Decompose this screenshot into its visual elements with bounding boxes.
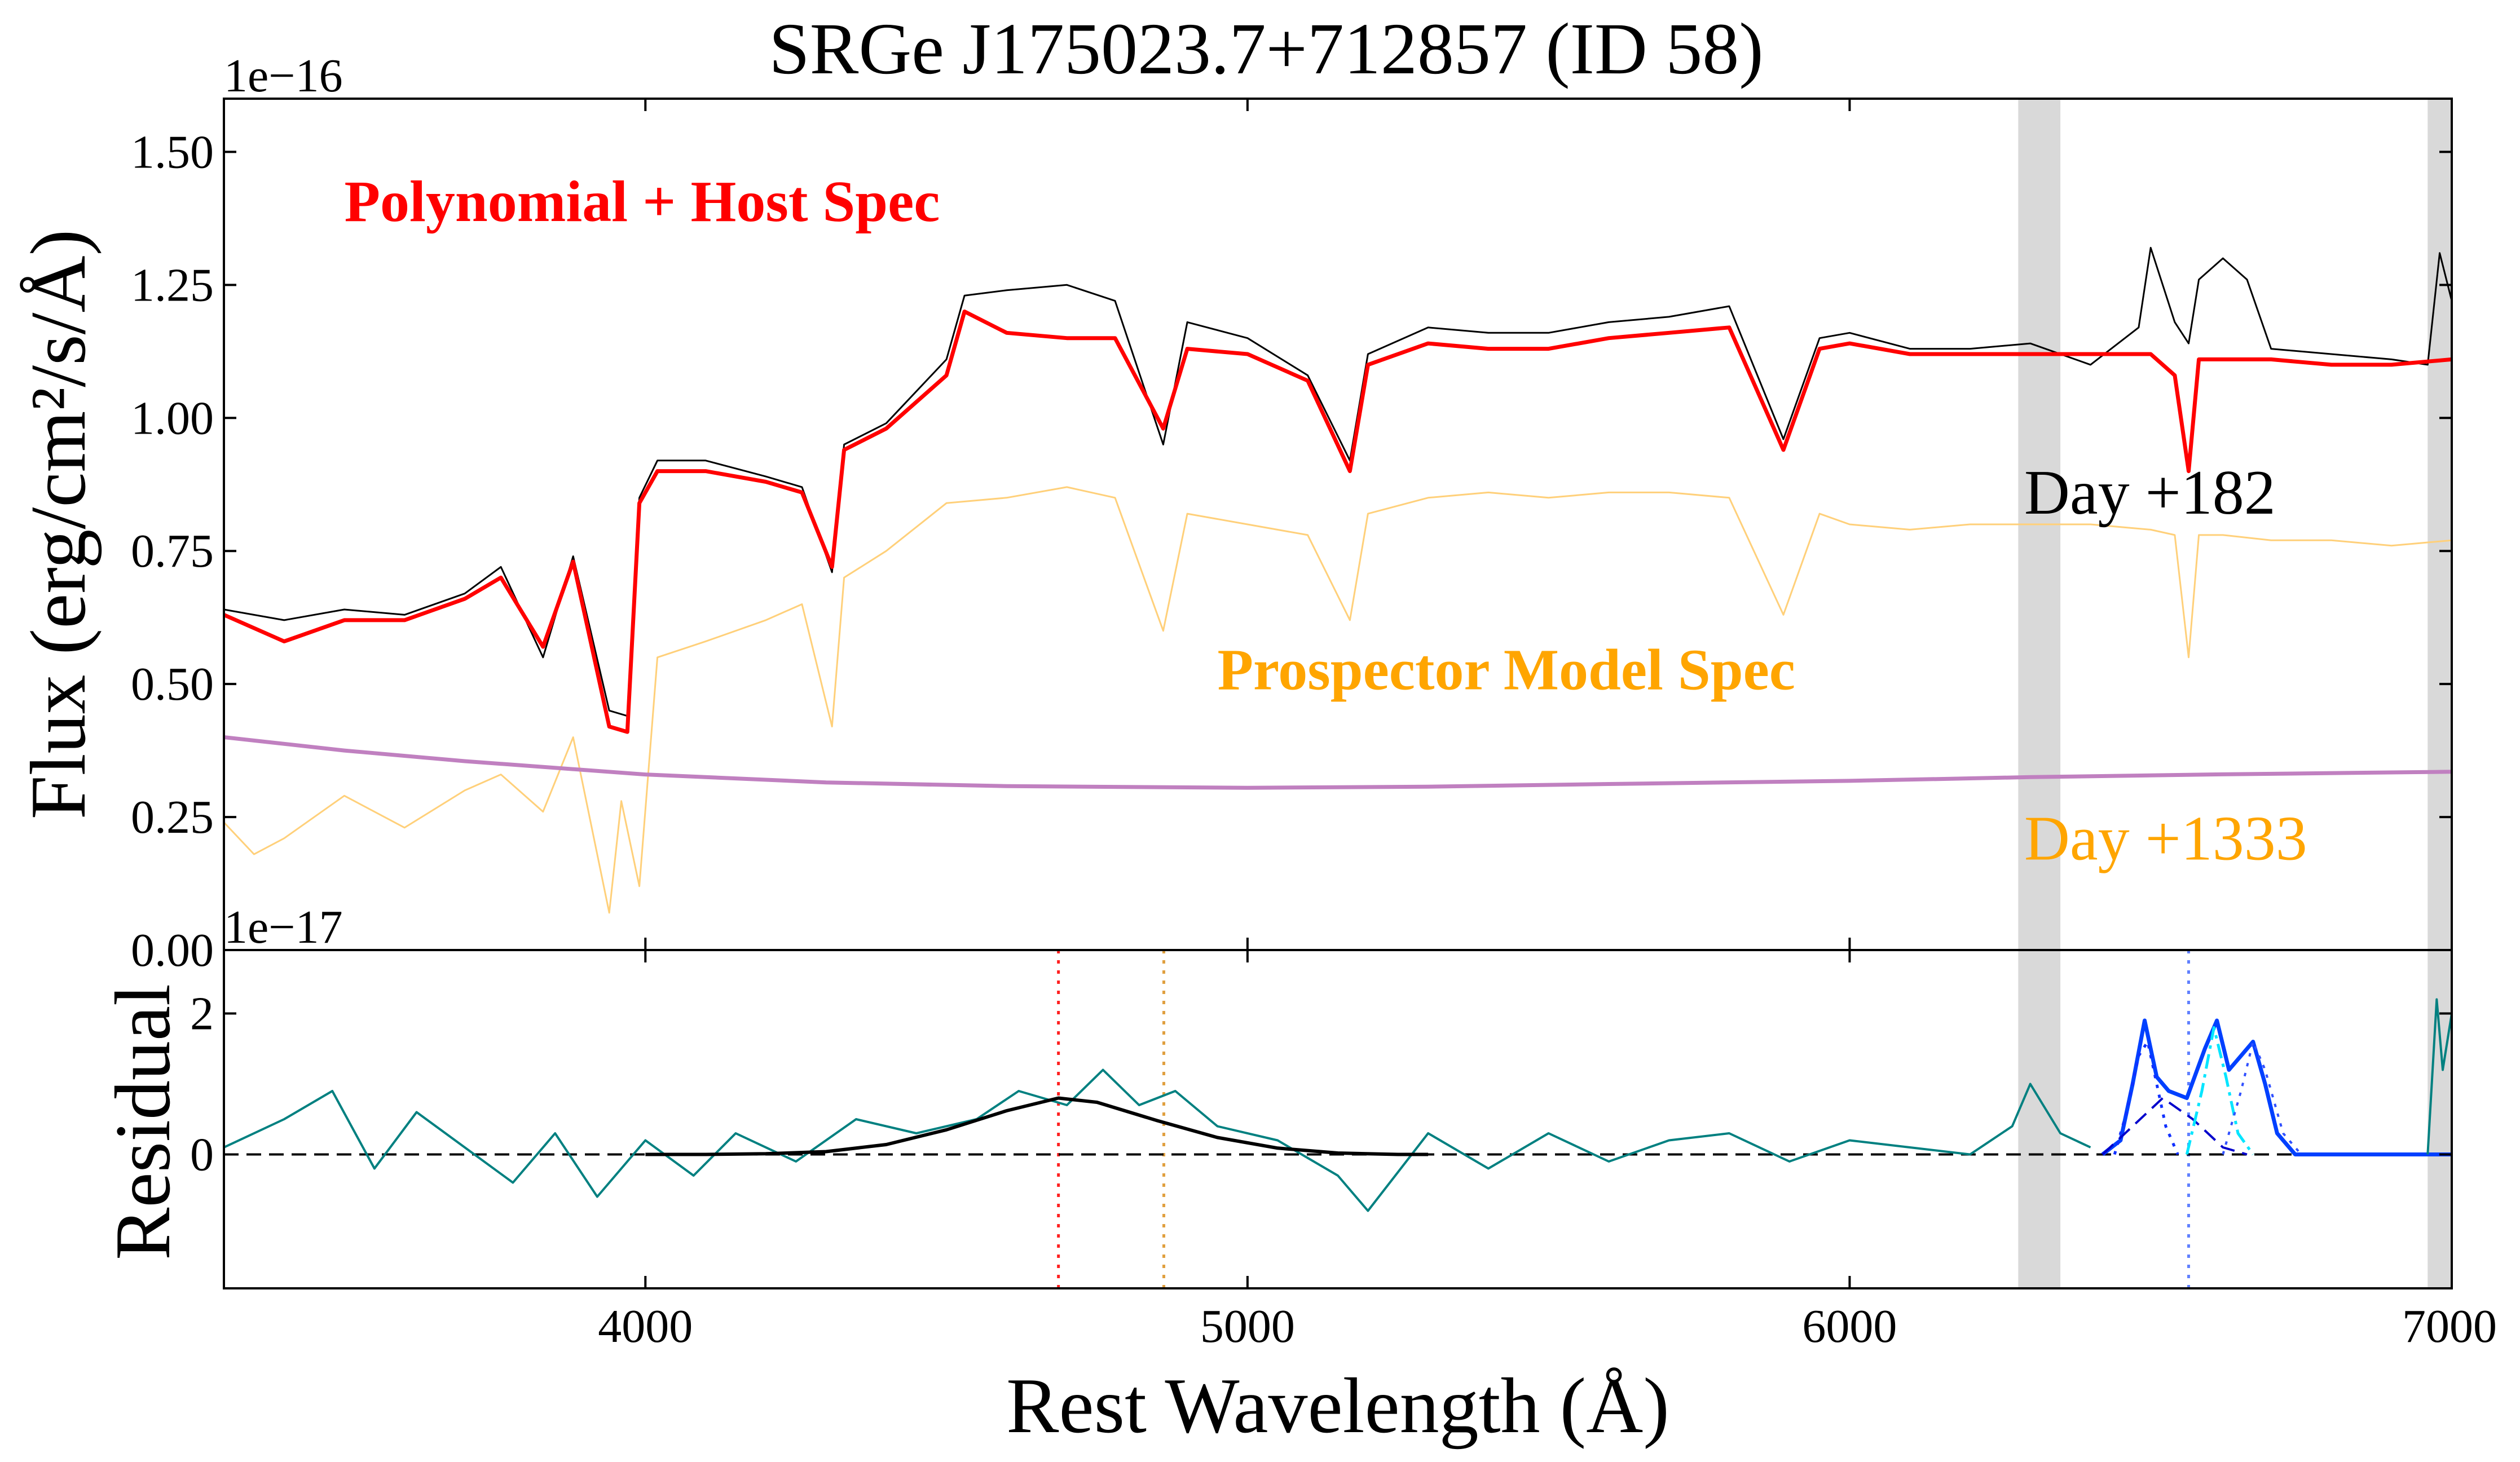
flux-axis-title: Flux (erg/cm²/s/Å) [15,229,102,820]
residual-series-he-ii-gaussian-fit [645,1096,1429,1156]
flux-ytick-label: 0.25 [131,791,214,843]
flux-ytick-label: 1.25 [131,259,214,311]
residual-panel-frame [223,949,2453,1289]
residual-series-component-4 [2222,1040,2302,1155]
flux-ytick-label: 0.50 [131,658,214,710]
residual-ytick-label: 2 [190,988,214,1040]
xtick-label: 6000 [1802,1300,1897,1353]
flux-ytick-label: 0.75 [131,525,214,577]
residual-series-residual [223,1068,2091,1212]
residual-series-component-2 [2102,1097,2248,1156]
chart-title: SRGe J175023.7+712857 (ID 58) [769,8,1763,90]
flux-shaded-region-2 [2428,99,2452,950]
annotation-prospector-model-spec: Prospector Model Spec [1217,638,1795,703]
flux-ytick-label: 1.00 [131,392,214,444]
residual-shaded-region-2 [2428,950,2452,1288]
residual-series-component-3 [2185,1026,2254,1155]
residual-series-h-alpha-broad-fit [2101,1018,2452,1156]
flux-series-polynomial-host-spec [223,310,2452,734]
flux-series-prospector-model-spec [223,486,2452,914]
flux-ytick-label: 1.50 [131,126,214,178]
flux-ytick-label: 0.00 [131,924,214,977]
flux-offset-label: 1e−16 [224,50,343,102]
flux-series-polynomial [223,735,2452,790]
xtick-label: 4000 [598,1300,693,1353]
annotation-polynomial-host-spec: Polynomial + Host Spec [345,169,940,234]
x-axis-title: Rest Wavelength (Å) [1006,1362,1669,1450]
flux-panel: 0.00 0.25 0.50 0.75 1.00 1.25 1.50 1e−16 Flux … [15,50,2453,977]
annotation-day-1333: Day +1333 [2024,804,2307,874]
xtick-label: 5000 [1200,1300,1295,1353]
xtick-label: 7000 [2402,1300,2497,1353]
residual-shaded-region-1 [2018,950,2061,1288]
residual-axis-title: Residual [99,984,187,1260]
residual-series-component-1 [2113,1040,2179,1155]
residual-panel: 0 2 4000 5000 6000 7000 1e−17 Residual Rest W… [99,901,2497,1450]
residual-ytick-label: 0 [190,1129,214,1181]
residual-offset-label: 1e−17 [224,901,343,953]
annotation-day-182: Day +182 [2024,458,2276,528]
residual-series-far-right-excess [2426,998,2453,1155]
